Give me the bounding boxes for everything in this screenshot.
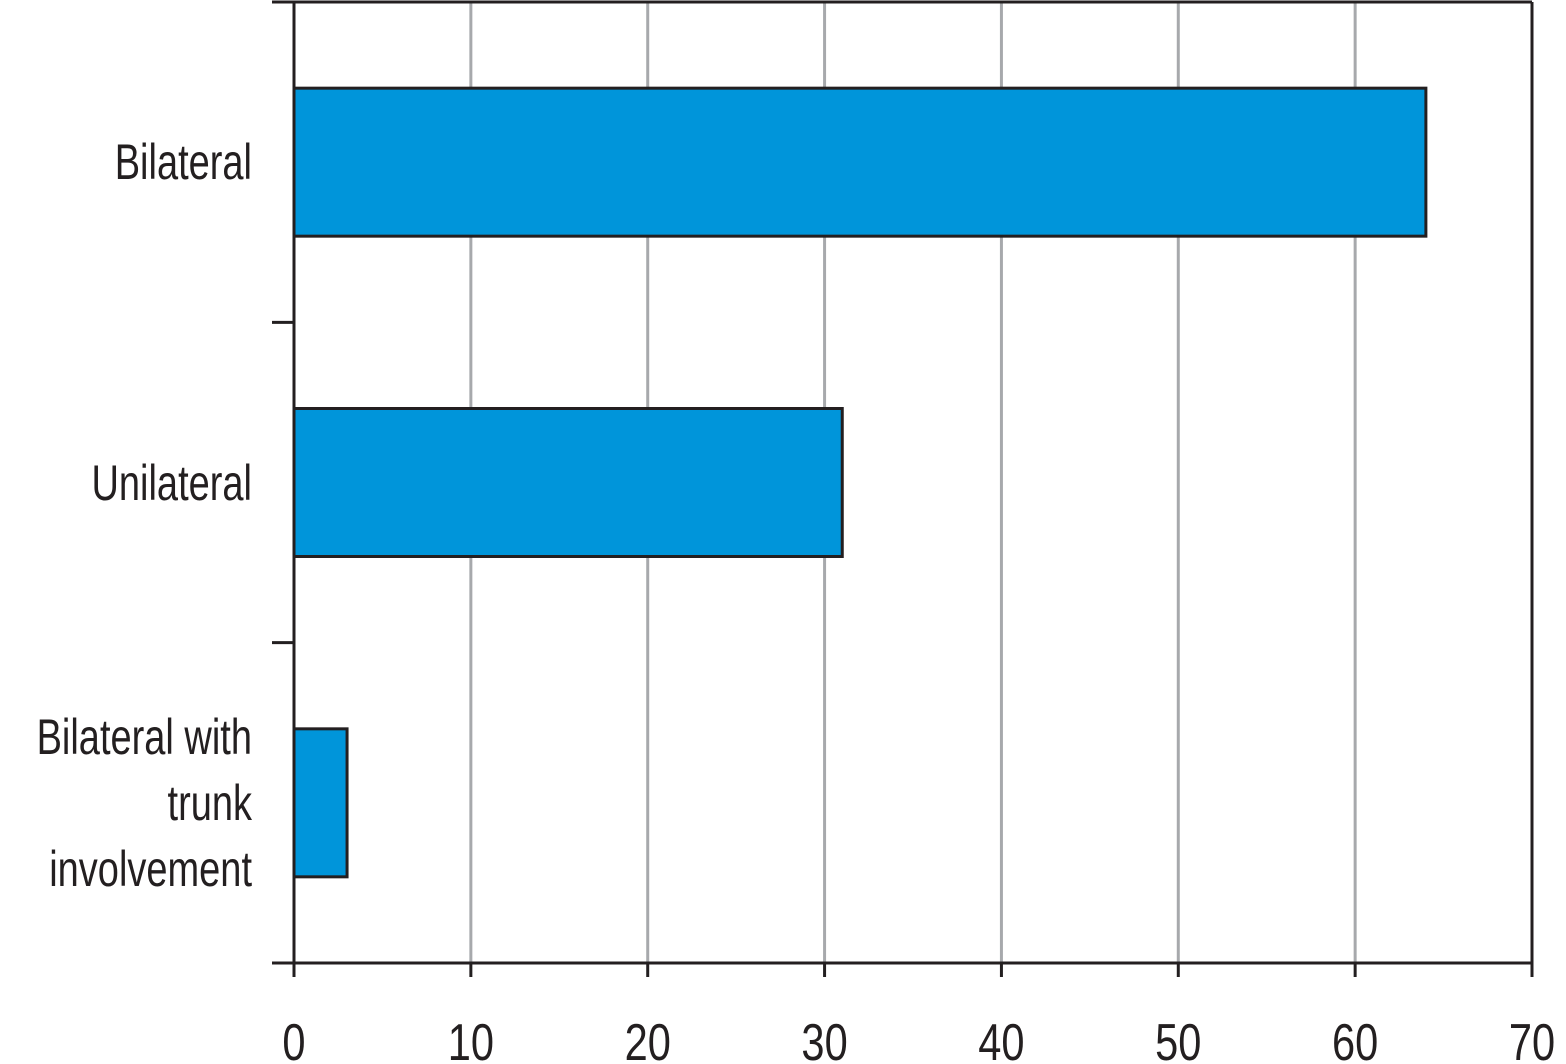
x-tick-label: 30 — [801, 1013, 847, 1064]
x-tick-label: 50 — [1155, 1013, 1201, 1064]
bar — [292, 86, 1428, 238]
y-tick-label: Bilateral with trunk involvement — [36, 708, 252, 897]
x-tick-label: 20 — [625, 1013, 671, 1064]
bar — [292, 407, 844, 558]
bar — [292, 727, 349, 879]
x-tick-label: 40 — [978, 1013, 1024, 1064]
x-tick-label: 10 — [448, 1013, 494, 1064]
x-tick-label: 60 — [1332, 1013, 1378, 1064]
y-tick-label: Bilateral — [114, 134, 252, 191]
x-tick-label: 70 — [1509, 1013, 1555, 1064]
x-tick-label: 0 — [282, 1013, 305, 1064]
y-tick-label: Unilateral — [91, 454, 252, 511]
